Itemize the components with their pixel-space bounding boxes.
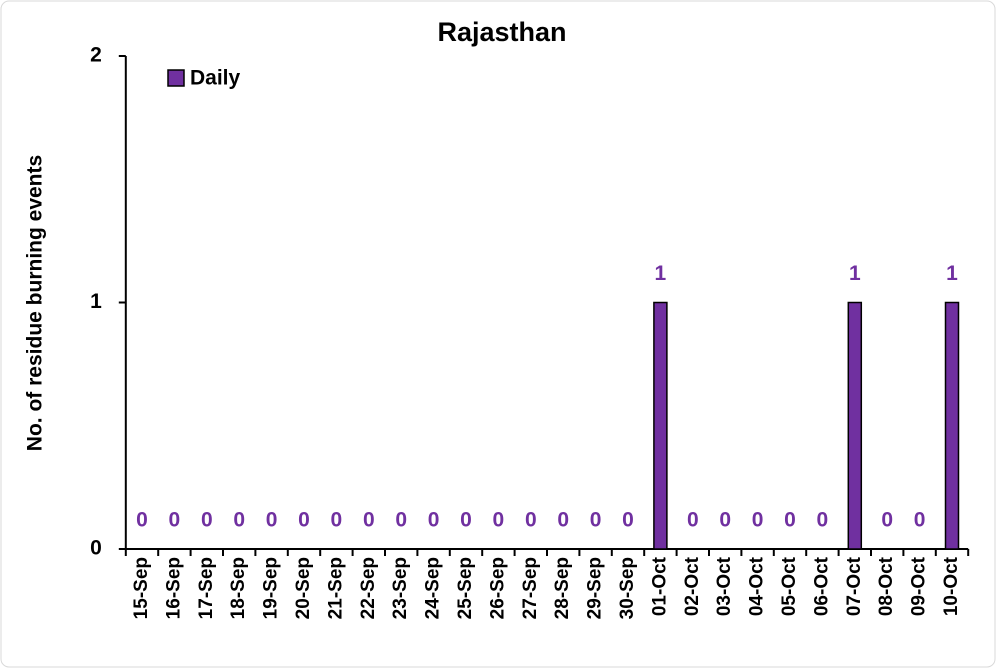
x-tick-label: 15-Sep — [131, 557, 152, 619]
x-tick-label: 24-Sep — [423, 557, 444, 619]
data-label: 0 — [881, 509, 893, 532]
data-label: 0 — [719, 509, 731, 532]
legend-swatch — [167, 69, 185, 87]
data-label: 0 — [395, 509, 407, 532]
data-label: 0 — [590, 509, 602, 532]
bar — [653, 301, 668, 550]
data-label: 0 — [784, 509, 796, 532]
data-label: 0 — [428, 509, 440, 532]
data-label: 0 — [817, 509, 829, 532]
x-tick-label: 18-Sep — [228, 557, 249, 619]
data-label: 0 — [557, 509, 569, 532]
y-tick-label: 2 — [90, 44, 102, 67]
x-tick-label: 25-Sep — [455, 557, 476, 619]
x-tick-label: 20-Sep — [293, 557, 314, 619]
data-label: 0 — [525, 509, 537, 532]
x-tick-label: 08-Oct — [876, 556, 897, 616]
x-tick-label: 29-Sep — [585, 557, 606, 619]
data-label: 0 — [233, 509, 245, 532]
x-tick-label: 05-Oct — [779, 556, 800, 616]
x-tick-label: 16-Sep — [163, 557, 184, 619]
x-tick-label: 01-Oct — [649, 556, 670, 616]
data-label: 0 — [266, 509, 278, 532]
x-tick-label: 04-Oct — [747, 556, 768, 616]
x-tick-label: 28-Sep — [552, 557, 573, 619]
y-tick-label: 1 — [90, 290, 102, 313]
data-label: 0 — [298, 509, 310, 532]
x-tick-label: 22-Sep — [358, 557, 379, 619]
data-label: 0 — [914, 509, 926, 532]
data-label: 0 — [493, 509, 505, 532]
legend-label: Daily — [190, 67, 241, 90]
data-label: 0 — [169, 509, 181, 532]
x-tick-label: 23-Sep — [390, 557, 411, 619]
x-tick-label: 30-Sep — [617, 557, 638, 619]
data-label: 1 — [655, 262, 667, 285]
data-label: 0 — [752, 509, 764, 532]
bar — [847, 301, 863, 550]
data-label: 0 — [201, 509, 213, 532]
data-label: 1 — [849, 262, 861, 285]
x-tick-label: 03-Oct — [714, 556, 735, 616]
data-label: 0 — [460, 509, 472, 532]
y-tick-label: 0 — [90, 537, 102, 560]
x-tick-label: 07-Oct — [844, 556, 865, 616]
chart-title: Rajasthan — [437, 17, 566, 47]
x-tick-label: 26-Sep — [487, 557, 508, 619]
x-tick-label: 09-Oct — [909, 556, 930, 616]
data-label: 0 — [136, 509, 148, 532]
x-tick-label: 19-Sep — [261, 557, 282, 619]
data-label: 0 — [363, 509, 375, 532]
y-axis-label: No. of residue burning events — [24, 155, 47, 451]
x-tick-label: 06-Oct — [811, 556, 832, 616]
bar — [944, 301, 960, 550]
x-tick-label: 27-Sep — [520, 557, 541, 619]
x-tick-label: 21-Sep — [325, 557, 346, 619]
data-label: 0 — [687, 509, 699, 532]
data-label: 0 — [331, 509, 343, 532]
x-tick-label: 10-Oct — [941, 556, 962, 616]
x-tick-label: 02-Oct — [682, 556, 703, 616]
data-label: 0 — [622, 509, 634, 532]
data-label: 1 — [946, 262, 958, 285]
x-tick-label: 17-Sep — [196, 557, 217, 619]
